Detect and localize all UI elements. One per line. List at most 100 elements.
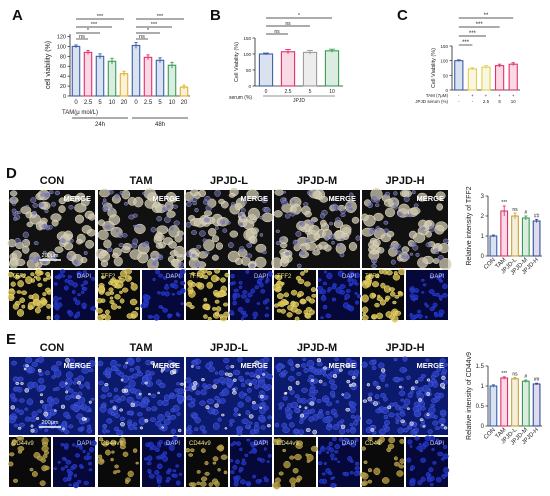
cell (86, 455, 92, 460)
cell (389, 314, 395, 320)
cell (218, 376, 226, 384)
row-label: TAM (7μM) (426, 93, 449, 98)
cell (251, 227, 259, 234)
cell (433, 248, 439, 252)
cell (374, 273, 380, 278)
cell (318, 478, 324, 484)
significance-label: ns (512, 207, 518, 213)
cell (200, 481, 207, 487)
cell (195, 365, 200, 369)
cell (202, 268, 208, 274)
cell (276, 438, 282, 444)
cell (179, 234, 183, 238)
cell (229, 422, 233, 427)
cell (109, 299, 115, 305)
cell (409, 480, 416, 487)
cell (251, 403, 259, 411)
cell (91, 276, 95, 281)
cell (191, 272, 195, 276)
y-tick-label: 0 (445, 88, 448, 93)
cell (241, 208, 246, 213)
cell (205, 204, 212, 212)
cell (246, 243, 253, 248)
cell (228, 242, 234, 249)
cell (290, 483, 296, 488)
cell (109, 296, 114, 300)
cell (61, 421, 67, 427)
bar (83, 51, 93, 97)
cell (60, 404, 66, 409)
cell (392, 199, 397, 204)
cell (275, 229, 280, 233)
dapi-channel-label: DAPI (430, 441, 444, 447)
cell (237, 401, 244, 408)
cell (186, 395, 193, 401)
cell (97, 380, 104, 386)
cell (74, 214, 85, 224)
cell (199, 425, 206, 431)
cell (429, 482, 434, 487)
cell (41, 300, 47, 306)
cell (124, 268, 132, 275)
cell (30, 428, 35, 433)
cell (24, 416, 31, 422)
cell (206, 281, 213, 289)
cell (206, 398, 215, 405)
cell (106, 392, 113, 398)
cell (74, 203, 87, 213)
cell (330, 458, 334, 461)
cell (387, 405, 392, 410)
cell (294, 316, 300, 321)
merge-cells (185, 356, 273, 436)
cell (381, 368, 386, 373)
cell (417, 309, 422, 314)
cell (332, 373, 338, 379)
merge-label: MERGE (416, 194, 444, 203)
cell (191, 253, 196, 258)
cell (413, 203, 419, 208)
cell (229, 419, 235, 424)
cell (224, 427, 228, 430)
cell (54, 190, 61, 196)
row-value: - (458, 93, 460, 98)
y-tick-label: 0.5 (476, 404, 485, 410)
cell (60, 467, 65, 471)
bar (521, 217, 530, 257)
cell (53, 303, 59, 309)
cell (190, 482, 197, 488)
cell (442, 386, 446, 390)
cell (110, 439, 117, 446)
cell (105, 449, 111, 456)
cell (162, 451, 168, 456)
cell (63, 242, 74, 251)
cell (100, 394, 107, 399)
cell (241, 383, 246, 387)
cell (244, 424, 251, 429)
cell (31, 361, 39, 367)
cell (89, 446, 94, 453)
cell (432, 461, 437, 465)
cell (73, 297, 78, 302)
dapi-cells (317, 436, 361, 488)
cell (95, 308, 103, 314)
cell (41, 260, 48, 265)
cell (275, 241, 281, 246)
cell (19, 398, 25, 403)
cell (49, 402, 54, 407)
cell (212, 456, 219, 462)
y-tick-label: 1.5 (476, 364, 485, 370)
cell (309, 366, 313, 369)
cell (367, 468, 373, 473)
cell (328, 379, 335, 385)
cell (367, 275, 372, 278)
cell (279, 258, 289, 267)
cell (428, 289, 435, 295)
cell (259, 406, 263, 409)
cell (424, 315, 428, 319)
cell (41, 465, 48, 472)
cell (67, 477, 72, 482)
cell (264, 207, 271, 214)
cell (442, 453, 449, 460)
cell (395, 412, 400, 416)
cell (351, 216, 360, 224)
